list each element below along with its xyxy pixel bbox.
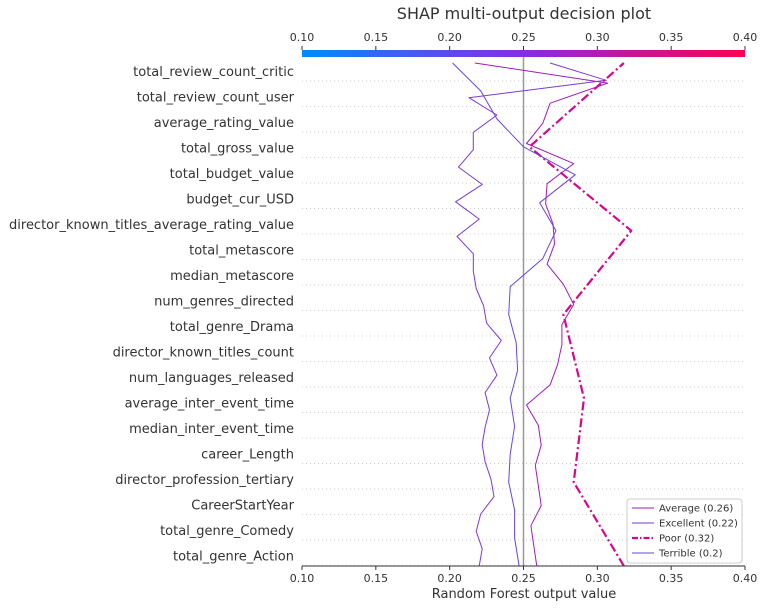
- feature-label: total_genre_Action: [173, 550, 294, 565]
- feature-label: median_inter_event_time: [129, 422, 294, 437]
- feature-label: total_review_count_user: [137, 91, 295, 106]
- colorbar-ticks: 0.10 0.15 0.20 0.25 0.30 0.35 0.40: [290, 31, 758, 50]
- colorbar-tick-label: 0.15: [364, 31, 389, 44]
- x-tick-label: 0.40: [733, 572, 758, 585]
- chart-title: SHAP multi-output decision plot: [397, 4, 651, 23]
- x-tick-label: 0.15: [364, 572, 389, 585]
- series-line: [474, 62, 609, 567]
- series-line: [452, 62, 576, 567]
- legend-label: Excellent (0.22): [659, 519, 738, 530]
- feature-label: average_rating_value: [154, 116, 294, 131]
- feature-label: director_profession_tertiary: [115, 473, 294, 488]
- series-lines: [452, 62, 633, 567]
- x-tick-label: 0.10: [290, 572, 315, 585]
- x-tick-label: 0.30: [585, 572, 610, 585]
- feature-label: total_gross_value: [181, 142, 294, 157]
- feature-label: total_genre_Comedy: [160, 524, 294, 539]
- feature-labels: total_review_count_critic total_review_co…: [9, 65, 295, 565]
- feature-label: CareerStartYear: [191, 499, 294, 514]
- feature-label: median_metascore: [170, 269, 294, 284]
- feature-label: director_known_titles_average_rating_val…: [9, 218, 294, 233]
- feature-label: average_inter_event_time: [125, 397, 294, 412]
- x-tick-label: 0.20: [437, 572, 462, 585]
- colorbar-tick-label: 0.25: [511, 31, 536, 44]
- x-axis-ticks: 0.10 0.15 0.20 0.25 0.30 0.35 0.40: [290, 566, 758, 585]
- legend-box: [626, 498, 743, 564]
- feature-label: num_genres_directed: [154, 295, 294, 310]
- x-tick-label: 0.35: [659, 572, 684, 585]
- series-line: [528, 62, 633, 567]
- feature-label: total_budget_value: [170, 167, 294, 182]
- colorbar-tick-label: 0.10: [290, 31, 315, 44]
- feature-label: total_metascore: [189, 244, 294, 259]
- legend: Average (0.26) Excellent (0.22) Poor (0.32…: [626, 498, 743, 564]
- x-tick-label: 0.25: [511, 572, 536, 585]
- x-axis-label: Random Forest output value: [432, 587, 617, 602]
- feature-label: total_review_count_critic: [133, 65, 294, 80]
- colorbar-tick-label: 0.35: [659, 31, 684, 44]
- feature-label: director_known_titles_count: [113, 346, 294, 361]
- feature-label: career_Length: [201, 448, 294, 463]
- colorbar: [302, 50, 745, 57]
- series-line: [455, 62, 607, 567]
- feature-label: num_languages_released: [129, 371, 294, 386]
- colorbar-tick-label: 0.30: [585, 31, 610, 44]
- feature-label: total_genre_Drama: [170, 320, 294, 335]
- colorbar-tick-label: 0.20: [437, 31, 462, 44]
- legend-label: Average (0.26): [659, 504, 733, 515]
- colorbar-tick-label: 0.40: [733, 31, 758, 44]
- feature-label: budget_cur_USD: [186, 193, 294, 208]
- legend-label: Poor (0.32): [659, 534, 714, 545]
- legend-label: Terrible (0.2): [658, 549, 723, 560]
